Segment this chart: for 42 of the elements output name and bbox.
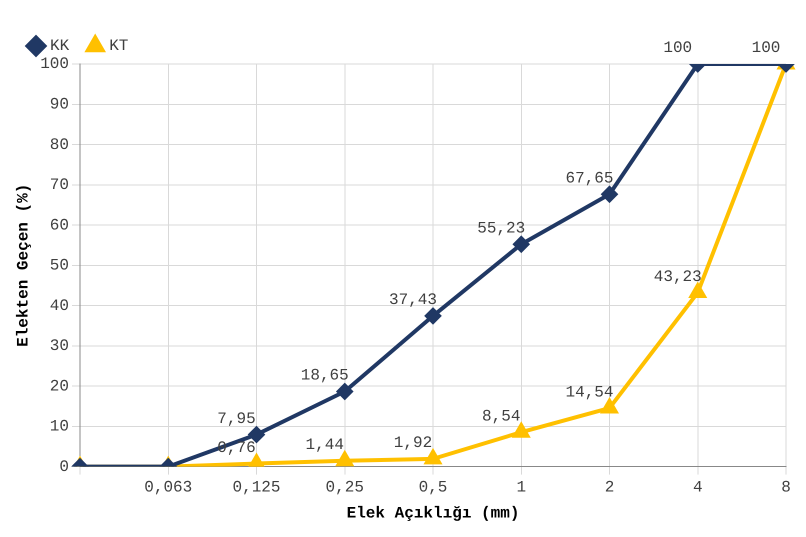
y-axis-title: Elekten Geçen (%)	[14, 184, 33, 347]
data-label: 67,65	[565, 169, 614, 188]
data-label: 100	[663, 39, 692, 58]
y-tick-label: 50	[50, 256, 70, 275]
x-tick-label: 0,25	[326, 478, 364, 496]
data-label: 1,44	[306, 436, 344, 454]
data-label: 14,54	[565, 383, 614, 402]
y-tick-label: 10	[50, 418, 70, 436]
data-label: 0,76	[217, 438, 256, 457]
x-tick-label: 1	[516, 478, 526, 496]
data-label: 1,92	[394, 434, 432, 452]
data-label: 43,23	[654, 268, 702, 286]
y-tick-label: 30	[50, 337, 70, 356]
point	[424, 450, 442, 464]
data-label: 8,54	[482, 407, 520, 426]
y-tick-label: 70	[50, 176, 70, 194]
point	[513, 236, 530, 252]
y-tick-label: 20	[50, 377, 70, 396]
data-label: 37,43	[388, 291, 438, 310]
x-tick-label: 0,125	[232, 478, 281, 496]
legend-label: KT	[109, 37, 128, 56]
y-tick-label: 60	[50, 216, 70, 234]
point	[425, 308, 442, 324]
y-tick-label: 40	[50, 296, 70, 315]
data-label: 55,23	[477, 219, 526, 238]
point	[336, 452, 353, 466]
data-label: 100	[752, 39, 780, 58]
x-tick-label: 4	[692, 478, 703, 496]
point	[601, 399, 618, 414]
x-axis-title: Elek Açıklığı (mm)	[346, 504, 520, 522]
x-tick-label: 2	[604, 478, 614, 496]
data-label: 18,65	[300, 366, 349, 385]
point	[513, 423, 530, 438]
data-label: 7,95	[217, 410, 256, 428]
x-tick-label: 0,5	[418, 478, 448, 496]
x-tick-label: 8	[781, 478, 791, 496]
y-tick-label: 0	[59, 458, 70, 476]
y-tick-label: 100	[40, 55, 70, 74]
x-tick-label: 0,063	[144, 478, 192, 496]
y-tick-label: 80	[50, 136, 70, 154]
y-tick-label: 90	[50, 95, 70, 114]
legend-label: KK	[50, 37, 70, 56]
